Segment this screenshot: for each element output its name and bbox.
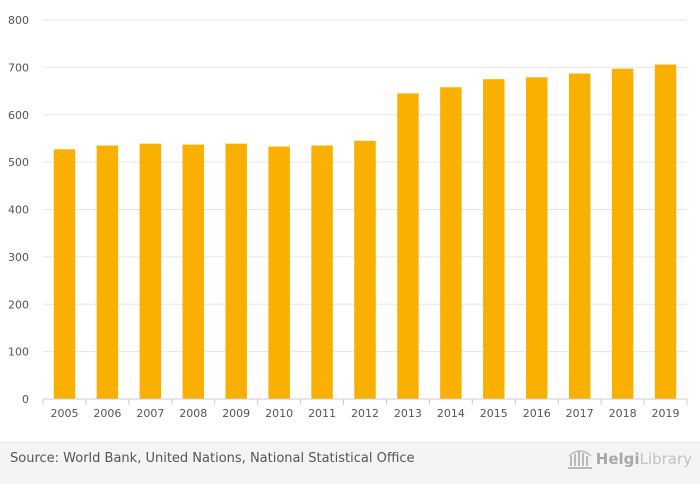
bar-2017	[568, 73, 591, 399]
y-tick-label: 800	[8, 14, 29, 27]
y-axis-tick-labels: 0 100 200 300 400 500 600 700 800	[8, 14, 29, 406]
footer: Source: World Bank, United Nations, Nati…	[0, 442, 700, 484]
x-tick-label: 2016	[523, 407, 551, 420]
y-tick-label: 300	[8, 251, 29, 264]
x-tick-label: 2015	[480, 407, 508, 420]
x-tick-label: 2005	[50, 407, 78, 420]
bar-2016	[526, 77, 548, 399]
x-axis-tick-labels: 2005 2006 2007 2008 2009 2010 2011 2012 2013 2014…	[42, 399, 688, 420]
x-tick-label: 2009	[222, 407, 250, 420]
bar-2014	[440, 87, 462, 400]
bar-2018	[611, 68, 634, 399]
bar-2015	[483, 79, 505, 399]
logo-text-library: Library	[639, 450, 692, 468]
bar-2012	[354, 140, 376, 399]
bar-2010	[268, 146, 290, 399]
x-tick-label: 2008	[179, 407, 207, 420]
bars	[53, 64, 677, 400]
x-tick-label: 2012	[351, 407, 379, 420]
y-tick-label: 400	[8, 204, 29, 217]
bar-2019	[654, 64, 677, 399]
x-tick-label: 2018	[609, 407, 637, 420]
bar-2008	[182, 144, 204, 399]
x-tick-label: 2017	[566, 407, 594, 420]
y-tick-label: 100	[8, 346, 29, 359]
y-tick-label: 600	[8, 109, 29, 122]
source-note: Source: World Bank, United Nations, Nati…	[10, 451, 415, 466]
x-tick-label: 2006	[93, 407, 121, 420]
bar-2011	[311, 145, 333, 399]
x-tick-label: 2007	[136, 407, 164, 420]
bar-2007	[139, 143, 162, 399]
x-tick-label: 2013	[394, 407, 422, 420]
y-tick-label: 700	[8, 61, 29, 74]
bar-2006	[96, 145, 119, 399]
bar-2013	[397, 93, 419, 400]
x-tick-label: 2014	[437, 407, 465, 420]
library-building-icon	[567, 450, 592, 469]
y-tick-label: 200	[8, 298, 29, 311]
bar-2009	[225, 143, 247, 399]
x-tick-label: 2010	[265, 407, 293, 420]
helgi-library-logo[interactable]: Helgi Library	[567, 448, 692, 470]
x-tick-label: 2019	[652, 407, 680, 420]
bar-2005	[53, 149, 76, 399]
x-tick-label: 2011	[308, 407, 336, 420]
logo-text-helgi: Helgi	[595, 450, 640, 468]
y-tick-label: 0	[22, 393, 29, 406]
y-tick-label: 500	[8, 156, 29, 169]
